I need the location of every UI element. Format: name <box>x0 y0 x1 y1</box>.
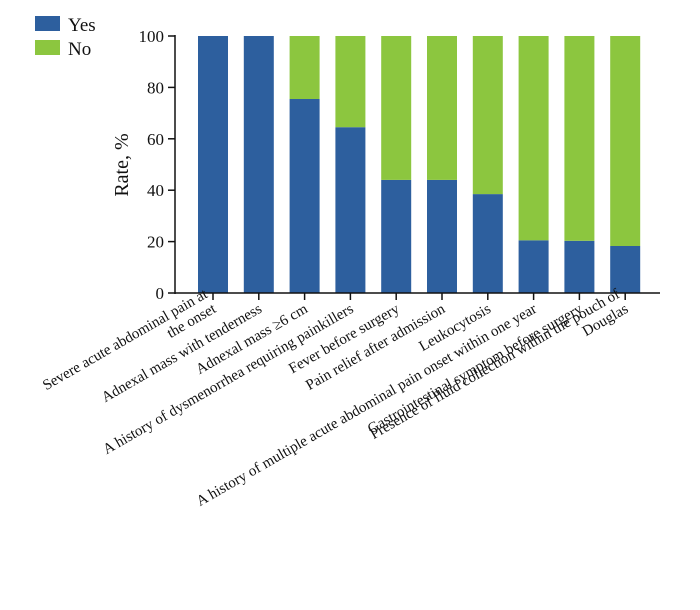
y-axis-title: Rate, % <box>111 133 133 196</box>
bar-yes-6 <box>427 179 457 293</box>
bar-no-10 <box>610 36 641 246</box>
y-tick-label-20: 20 <box>147 233 164 252</box>
bar-yes-5 <box>381 179 412 293</box>
y-tick-labels: 0 20 40 60 80 100 <box>139 27 165 303</box>
bar-no-8 <box>518 36 549 241</box>
bars <box>198 36 641 293</box>
y-tick-label-0: 0 <box>156 284 165 303</box>
legend-swatch-yes <box>35 16 60 31</box>
y-tick-label-60: 60 <box>147 130 164 149</box>
x-category-labels: Severe acute abdominal pain atthe onsetA… <box>40 286 631 510</box>
axes <box>168 35 660 300</box>
bar-yes-1 <box>198 36 228 293</box>
bar-no-4 <box>335 36 366 128</box>
legend-label-no: No <box>68 39 91 60</box>
y-tick-label-80: 80 <box>147 78 164 97</box>
bar-yes-4 <box>335 127 366 293</box>
bar-yes-9 <box>564 240 595 293</box>
legend: Yes No <box>35 15 96 60</box>
bar-no-7 <box>472 36 503 195</box>
bar-no-3 <box>289 36 320 99</box>
y-tick-label-40: 40 <box>147 181 164 200</box>
bar-yes-3 <box>289 99 320 293</box>
bar-no-5 <box>381 36 412 180</box>
bar-no-9 <box>564 36 595 241</box>
bar-yes-8 <box>518 240 549 293</box>
bar-yes-7 <box>472 194 503 293</box>
legend-label-yes: Yes <box>68 15 96 36</box>
bar-yes-10 <box>610 246 641 293</box>
x-category-label-line: Presence of fluid collection within the … <box>368 286 623 443</box>
bar-yes-2 <box>243 36 274 293</box>
legend-swatch-no <box>35 40 60 55</box>
y-tick-label-100: 100 <box>139 27 165 46</box>
bar-no-6 <box>427 36 457 180</box>
